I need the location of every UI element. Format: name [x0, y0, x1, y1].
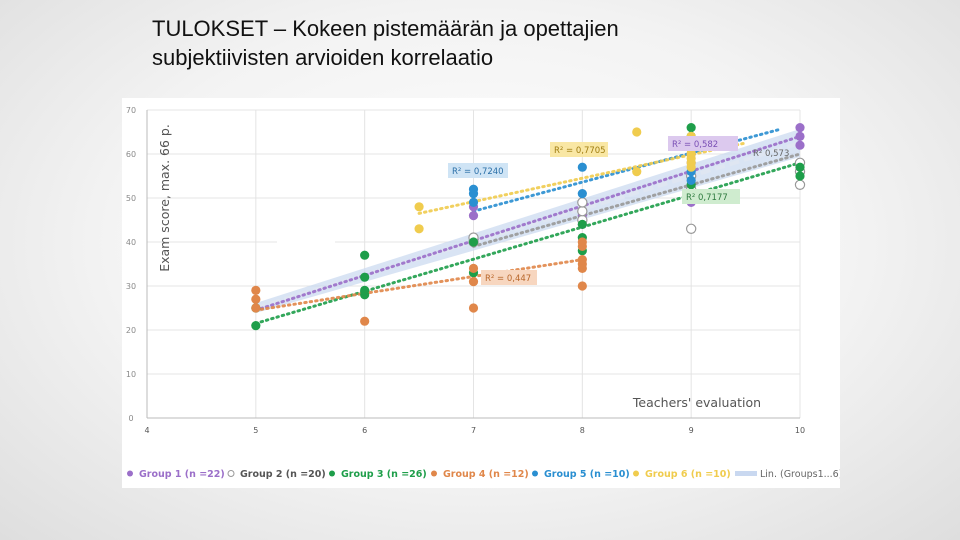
- data-point-group-5: [686, 175, 696, 185]
- r2-label-box-group-3: [682, 189, 740, 204]
- trendline-group-3: [254, 161, 802, 325]
- x-tick-label: 5: [253, 426, 258, 435]
- data-point-group-5: [577, 162, 587, 172]
- legend-label-group-5: Group 5 (n =10): [544, 469, 630, 480]
- r2-label-group-5: R² = 0,7240: [452, 167, 504, 177]
- legend-marker-group-2: [227, 470, 235, 477]
- slide-title: TULOKSET – Kokeen pistemäärän ja opettaj…: [152, 14, 852, 72]
- legend-label-group-6: Group 6 (n =10): [645, 469, 731, 480]
- data-point-group-3: [251, 321, 261, 331]
- legend-label-overall-trend: Lin. (Groups1...6): [760, 469, 840, 480]
- r2-label-group-6: R² = 0,7705: [554, 146, 606, 156]
- r2-label-box-group-5: [448, 163, 508, 178]
- data-point-group-4: [468, 263, 479, 273]
- data-point-group-3: [795, 162, 805, 172]
- data-point-group-6: [632, 167, 642, 177]
- data-point-group-4: [251, 285, 261, 295]
- x-tick-label: 9: [689, 426, 694, 435]
- data-point-group-2: [577, 205, 588, 217]
- data-point-group-4: [468, 277, 479, 287]
- legend-marker-group-6: [633, 470, 639, 477]
- data-point-group-4: [577, 237, 587, 247]
- data-point-group-5: [577, 189, 587, 199]
- legend-label-group-2: Group 2 (n =20): [240, 469, 326, 480]
- y-tick-label: 10: [126, 370, 136, 379]
- data-point-group-4: [360, 316, 370, 326]
- data-point-group-4: [577, 255, 587, 265]
- data-point-group-4: [251, 303, 261, 313]
- x-tick-label: 7: [471, 426, 476, 435]
- data-point-group-4: [251, 294, 261, 304]
- data-point-group-6: [632, 127, 642, 137]
- r2-label-group-4: R² = 0,447: [485, 274, 531, 284]
- legend-marker-overall-trend: [735, 471, 757, 476]
- y-tick-label: 30: [126, 282, 136, 291]
- r2-label-group-2: R² 0,573: [753, 149, 789, 159]
- data-point-group-6: [414, 224, 424, 234]
- data-point-group-4: [577, 281, 587, 291]
- y-tick-label: 70: [126, 106, 136, 115]
- trendline-group-1: [254, 134, 802, 312]
- legend-marker-group-5: [532, 470, 538, 477]
- r2-label-box-group-4: [481, 270, 537, 285]
- data-point-group-1: [795, 123, 805, 133]
- data-point-group-4: [468, 303, 479, 313]
- data-point-group-5: [468, 184, 479, 194]
- data-point-group-1: [795, 140, 805, 150]
- legend-marker-group-3: [329, 470, 335, 477]
- y-axis-label: Exam score, max. 66 p.: [157, 124, 172, 272]
- data-point-group-3: [360, 250, 370, 260]
- x-tick-label: 6: [362, 426, 367, 435]
- y-tick-label: 50: [126, 194, 136, 203]
- data-point-group-1: [468, 211, 479, 221]
- legend-marker-group-1: [127, 470, 133, 477]
- x-tick-label: 8: [580, 426, 585, 435]
- x-tick-label: 10: [795, 426, 805, 435]
- r2-label-box-group-6: [550, 142, 608, 157]
- data-point-group-3: [360, 285, 370, 295]
- y-tick-label: 60: [126, 150, 136, 159]
- data-point-group-2: [685, 223, 697, 235]
- legend-marker-group-4: [431, 470, 437, 477]
- data-point-group-3: [468, 237, 479, 247]
- x-tick-label: 4: [144, 426, 149, 435]
- chart-panel: 0 10 20 30 40 50 60 70 4 5 6 7 8 9 10 Exam score, max. …: [122, 98, 843, 488]
- data-point-group-3: [360, 272, 370, 282]
- r2-label-box-extra: [277, 233, 335, 248]
- data-point-group-6: [414, 202, 424, 212]
- data-point-group-2: [577, 197, 588, 208]
- r2-label-group-1: R² = 0,582: [672, 140, 718, 150]
- data-point-group-2: [794, 179, 806, 191]
- slide-title-line-2: subjektiivisten arvioiden korrelaatio: [152, 45, 494, 70]
- trendline-group-2: [472, 152, 802, 248]
- legend-label-group-3: Group 3 (n =26): [341, 469, 427, 480]
- overall-trend-band: [255, 129, 801, 313]
- legend-label-group-1: Group 1 (n =22): [139, 469, 225, 480]
- y-tick-label: 0: [128, 414, 133, 423]
- data-point-group-5: [468, 197, 479, 207]
- data-point-group-3: [686, 123, 696, 133]
- legend-label-group-4: Group 4 (n =12): [443, 469, 529, 480]
- scatter-chart: 0 10 20 30 40 50 60 70 4 5 6 7 8 9 10 Exam score, max. …: [126, 106, 843, 480]
- data-point-group-3: [577, 219, 587, 229]
- y-tick-label: 20: [126, 326, 136, 335]
- slide-title-line-1: TULOKSET – Kokeen pistemäärän ja opettaj…: [152, 16, 619, 41]
- x-axis-label: Teachers' evaluation: [632, 395, 761, 410]
- y-tick-label: 40: [126, 238, 136, 247]
- r2-label-group-3: R² 0,7177: [686, 193, 728, 203]
- data-point-group-1: [795, 131, 805, 141]
- r2-label-box-group-1: [668, 136, 738, 151]
- trendline-group-4: [254, 258, 584, 312]
- data-point-group-3: [795, 171, 805, 181]
